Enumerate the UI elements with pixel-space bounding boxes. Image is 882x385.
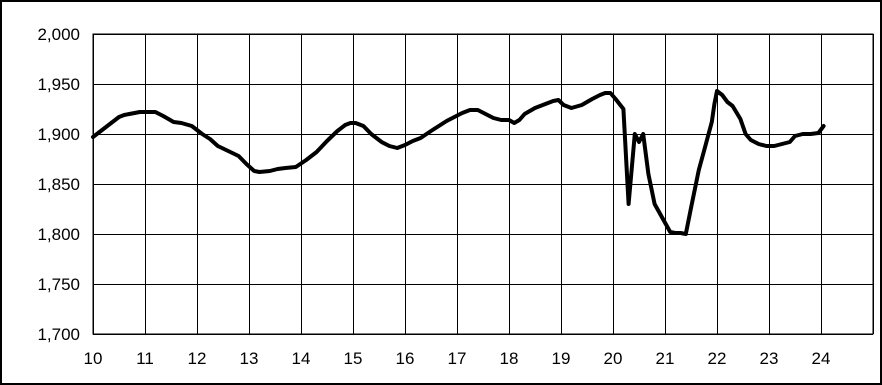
y-tick-label: 2,000 [37, 25, 80, 44]
x-tick-label: 16 [396, 349, 415, 368]
plot-area-frame [92, 33, 874, 335]
x-tick-label: 23 [760, 349, 779, 368]
x-tick-label: 22 [708, 349, 727, 368]
x-tick-label: 24 [812, 349, 831, 368]
x-tick-label: 13 [240, 349, 259, 368]
series-line [91, 89, 826, 236]
x-tick-label: 19 [552, 349, 571, 368]
y-tick-label: 1,950 [37, 75, 80, 94]
x-tick-label: 15 [344, 349, 363, 368]
x-tick-label: 17 [448, 349, 467, 368]
x-tick-label: 14 [292, 349, 311, 368]
x-tick-label: 12 [188, 349, 207, 368]
series-layer [91, 89, 826, 236]
y-tick-label: 1,900 [37, 125, 80, 144]
x-tick-label: 18 [500, 349, 519, 368]
x-tick-label: 11 [136, 349, 154, 368]
x-axis-tick-labels: 10 11 12 13 14 15 16 17 18 19 20 21 22 23 24 [84, 349, 831, 368]
y-tick-label: 1,750 [37, 275, 80, 294]
y-tick-label: 1,850 [37, 175, 80, 194]
y-tick-label: 1,800 [37, 225, 80, 244]
x-tick-label: 10 [84, 349, 103, 368]
y-tick-label: 1,700 [37, 325, 80, 344]
x-tick-label: 20 [604, 349, 623, 368]
y-axis-tick-labels: 1,700 1,750 1,800 1,850 1,900 1,950 2,000 [37, 25, 80, 344]
x-tick-label: 21 [656, 349, 675, 368]
